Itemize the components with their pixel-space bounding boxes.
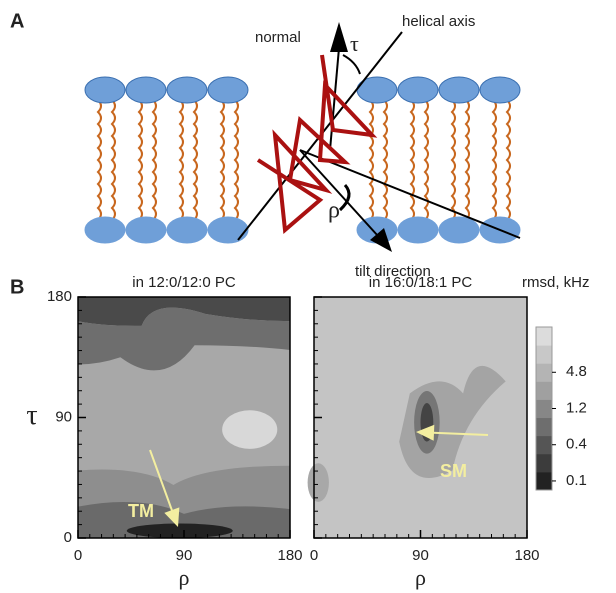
lipid-tail [112, 100, 115, 220]
colorbar-step [536, 381, 552, 400]
label: τ [350, 31, 359, 56]
x-tick-label: 180 [514, 547, 539, 564]
membrane [85, 77, 520, 243]
colorbar-step [536, 345, 552, 364]
colorbar-step [536, 399, 552, 418]
y-tick-label: 180 [47, 288, 72, 305]
lipid-tail [235, 100, 238, 220]
y-axis-label: τ [26, 400, 37, 431]
colorbar-tick-label: 0.1 [566, 472, 587, 489]
lipid-tail [452, 100, 455, 220]
y-tick-label: 90 [55, 408, 72, 425]
colorbar-step [536, 472, 552, 491]
colorbar-tick-label: 4.8 [566, 363, 587, 380]
contour-fill [308, 297, 527, 538]
lipid-head [167, 217, 207, 243]
lipid-head [439, 217, 479, 243]
contour-fill [78, 297, 290, 538]
lipid-head [480, 77, 520, 103]
lipid-tail [139, 100, 142, 220]
colorbar-tick-label: 1.2 [566, 399, 587, 416]
colorbar-step [536, 454, 552, 473]
lipid-tail [493, 100, 496, 220]
colorbar-step [536, 327, 552, 346]
panel-label: B [10, 276, 24, 298]
lipid-tail [507, 100, 510, 220]
lipid-head [126, 77, 166, 103]
lipid-tail [466, 100, 469, 220]
annotation: SM [440, 461, 467, 481]
label: helical axis [402, 13, 475, 30]
label: ρ [328, 198, 340, 224]
colorbar-tick-label: 0.4 [566, 436, 587, 453]
x-tick-label: 180 [277, 547, 302, 564]
lipid-tail [194, 100, 197, 220]
lipid-head [208, 217, 248, 243]
colorbar-step [536, 363, 552, 382]
x-tick-label: 90 [412, 547, 429, 564]
lipid-head [398, 217, 438, 243]
contour-region [127, 524, 233, 538]
lipid-tail [98, 100, 101, 220]
plot-title: in 12:0/12:0 PC [132, 274, 236, 291]
lipid-head [167, 77, 207, 103]
lipid-tail [153, 100, 156, 220]
lipid-head [439, 77, 479, 103]
x-axis-label: ρ [179, 565, 190, 590]
plot-title: in 16:0/18:1 PC [369, 274, 473, 291]
lipid-tail [180, 100, 183, 220]
label: normal [255, 29, 301, 46]
figure: A B normal helical axis τ ρ tilt directi… [0, 0, 616, 593]
colorbar-step [536, 436, 552, 455]
annotation: TM [128, 501, 154, 521]
contour-region [222, 410, 277, 449]
lipid-tail [384, 100, 387, 220]
contour-region [308, 463, 329, 502]
colorbar-title: rmsd, kHz [522, 274, 590, 291]
panel-label: A [10, 10, 24, 32]
helix-diagram: normal helical axis τ ρ tilt direction [238, 13, 520, 280]
lipid-tail [221, 100, 224, 220]
lipid-head [208, 77, 248, 103]
lipid-head [126, 217, 166, 243]
colorbar-step [536, 418, 552, 437]
lipid-tail [411, 100, 414, 220]
lipid-tail [370, 100, 373, 220]
x-tick-label: 0 [310, 547, 318, 564]
x-tick-label: 0 [74, 547, 82, 564]
x-tick-label: 90 [176, 547, 193, 564]
lipid-head [398, 77, 438, 103]
lipid-head [85, 217, 125, 243]
x-axis-label: ρ [415, 565, 426, 590]
y-tick-label: 0 [64, 529, 72, 546]
lipid-head [85, 77, 125, 103]
plots: in 12:0/12:0 PC ρ τ 0 90 180 0 90 180 TM in 16:0/1… [26, 274, 589, 590]
